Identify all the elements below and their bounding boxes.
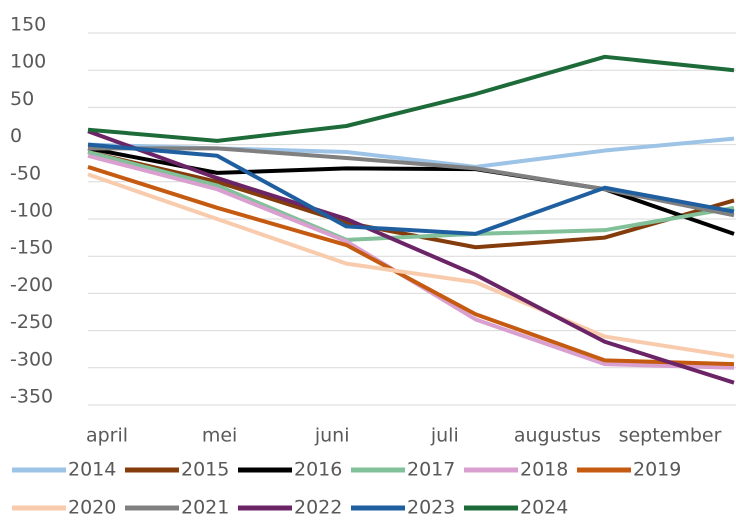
y-tick-label: 0: [10, 125, 22, 147]
series-line: [87, 54, 735, 143]
y-tick-label: 100: [10, 51, 46, 73]
legend-label: 2020: [68, 497, 116, 519]
legend-label: 2017: [407, 459, 455, 481]
y-tick-label: -100: [10, 200, 53, 222]
x-tick-label: september: [619, 425, 722, 447]
series-line: [87, 153, 735, 370]
y-tick-label: 50: [10, 88, 34, 110]
series-line: [87, 150, 735, 242]
series-line: [87, 129, 735, 385]
x-tick-label: mei: [202, 425, 237, 447]
legend-label: 2019: [633, 459, 681, 481]
legend-label: 2018: [520, 459, 568, 481]
x-tick-label: juli: [430, 425, 459, 447]
legend-label: 2016: [294, 459, 342, 481]
legend-label: 2022: [294, 497, 342, 519]
series-line: [87, 165, 735, 367]
x-tick-label: augustus: [514, 425, 601, 447]
series-line: [87, 142, 735, 236]
x-tick-label: juni: [314, 425, 350, 447]
y-tick-label: -50: [10, 162, 41, 184]
y-tick-label: -250: [10, 311, 53, 333]
legend-label: 2014: [68, 459, 116, 481]
y-tick-label: 150: [10, 14, 46, 36]
y-tick-label: -150: [10, 237, 53, 259]
y-tick-label: -200: [10, 274, 53, 296]
legend-label: 2021: [181, 497, 229, 519]
legend-label: 2015: [181, 459, 229, 481]
series-line: [87, 172, 735, 359]
x-tick-label: april: [86, 425, 128, 447]
legend-label: 2024: [520, 497, 568, 519]
legend-label: 2023: [407, 497, 455, 519]
y-tick-label: -300: [10, 348, 53, 370]
y-tick-label: -350: [10, 386, 53, 408]
